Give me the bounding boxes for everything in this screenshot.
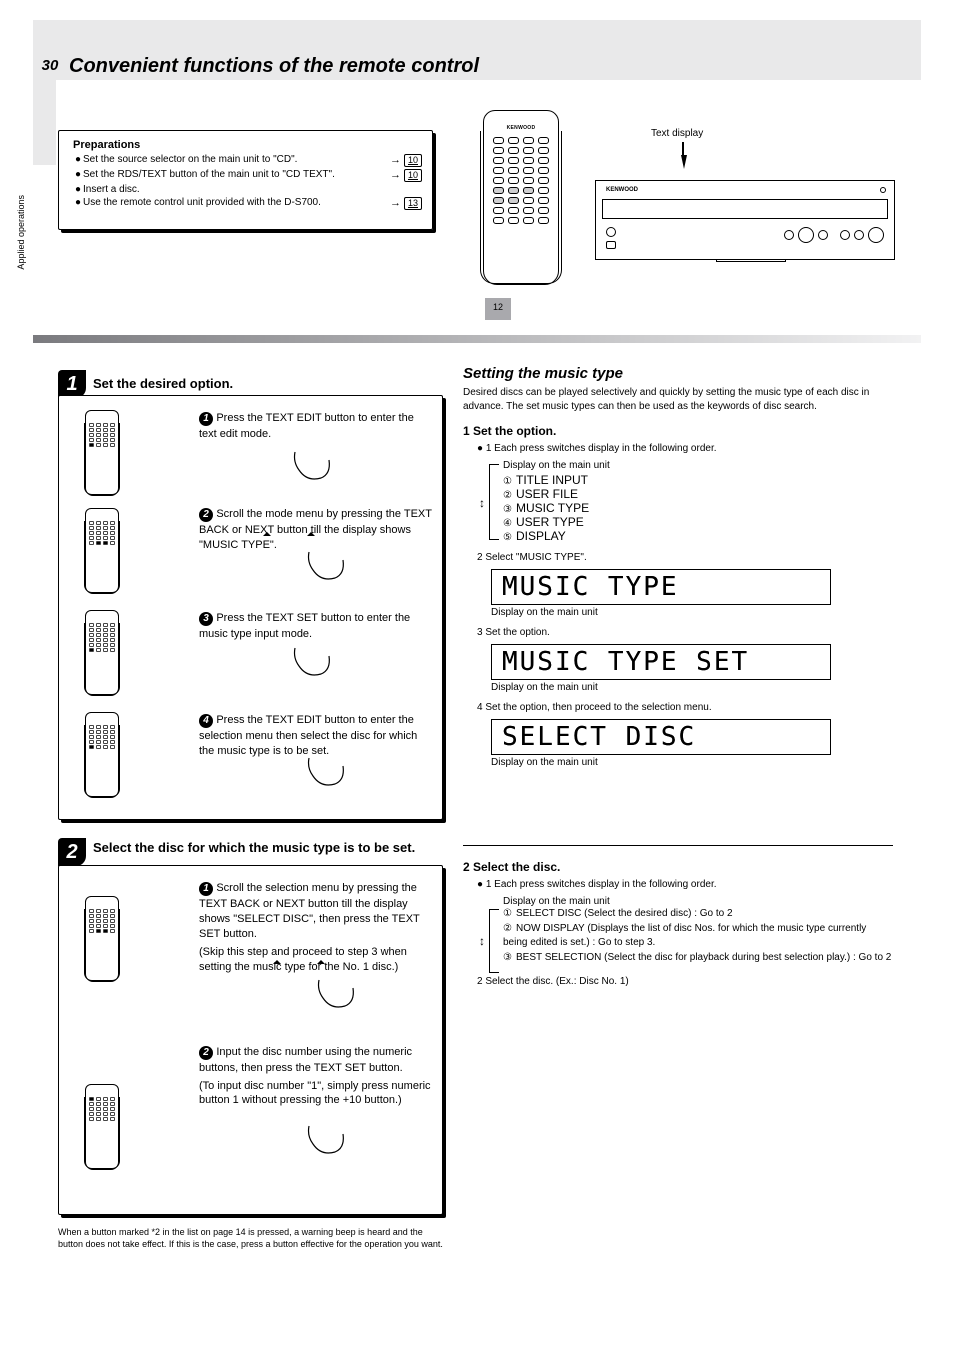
preparation-box: Preparations ●Set the source selector on…	[58, 130, 433, 230]
substep-note: (To input disc number "1", simply press …	[199, 1079, 432, 1108]
substep-text: Scroll the selection menu by pressing th…	[199, 882, 420, 940]
rc-sub: 3 Set the option.	[477, 626, 893, 640]
step-1-badge: 1	[58, 370, 86, 398]
section-heading: Setting the music type	[463, 365, 893, 382]
mainunit-brand-label: KENWOOD	[606, 187, 638, 193]
disc-tray	[716, 259, 786, 262]
rc-sub: 2 Select "MUSIC TYPE".	[477, 551, 893, 565]
menu-item: DISPLAY	[516, 529, 566, 543]
step-2-heading: Select the disc for which the music type…	[93, 840, 443, 856]
substep-number: 2	[199, 1046, 213, 1060]
page-number: 30	[33, 48, 67, 82]
rc-sub: 1 Each press switches display in the fol…	[486, 443, 717, 454]
substep-text: Input the disc number using the numeric …	[199, 1046, 412, 1074]
substep-number: 1	[199, 882, 213, 896]
substep-number: 1	[199, 412, 213, 426]
page-title: Convenient functions of the remote contr…	[69, 55, 479, 78]
selection-item: BEST SELECTION (Select the disc for play…	[516, 952, 891, 963]
menu-item: USER TYPE	[516, 515, 584, 529]
press-icon	[265, 432, 335, 492]
mainunit-display	[602, 199, 888, 219]
rc-sub: 4 Set the option, then proceed to the se…	[477, 701, 893, 715]
remote-highlight-number: 12	[485, 302, 511, 312]
mini-remote-icon	[85, 712, 119, 798]
rc-sub: 2 Select the disc. (Ex.: Disc No. 1)	[477, 975, 893, 989]
press-icon	[279, 1106, 349, 1166]
prep-item: Set the source selector on the main unit…	[83, 153, 390, 167]
mini-remote-icon	[85, 610, 119, 696]
callout-arrow-head	[681, 155, 687, 169]
rc-label: 1 Set the option.	[463, 424, 893, 438]
prep-item: Insert a disc.	[83, 183, 422, 197]
press-icon	[265, 628, 335, 688]
page-ref: 13	[404, 197, 422, 210]
menu-item: MUSIC TYPE	[516, 501, 589, 515]
preparation-title: Preparations	[73, 139, 422, 151]
step-2-badge: 2	[58, 838, 86, 866]
section-divider	[33, 335, 921, 343]
lcd-display: MUSIC TYPE	[491, 569, 831, 605]
mini-remote-icon	[85, 508, 119, 594]
right-column: Setting the music type Desired discs can…	[463, 365, 893, 776]
page-ref: 10	[404, 154, 422, 167]
prep-item: Use the remote control unit provided wit…	[83, 196, 390, 210]
menu-item: USER FILE	[516, 487, 578, 501]
remote-diagram: KENWOOD	[483, 110, 559, 285]
mini-remote-icon	[85, 1084, 119, 1170]
lcd-caption: Display on the main unit	[491, 682, 893, 693]
substep-number: 4	[199, 714, 213, 728]
section-intro: Desired discs can be played selectively …	[463, 386, 893, 414]
press-icon	[245, 530, 355, 594]
rc-sub: 1 Each press switches display in the fol…	[486, 879, 717, 890]
page-ref: 10	[404, 169, 422, 182]
side-tab-label: Applied operations	[16, 195, 26, 270]
rc-label: 2 Select the disc.	[463, 860, 893, 874]
step-1-heading: Set the desired option.	[93, 376, 233, 391]
main-unit-diagram: KENWOOD	[595, 180, 895, 260]
step-2-panel: 1 Scroll the selection menu by pressing …	[58, 865, 443, 1215]
lcd-caption: Display on the main unit	[491, 607, 893, 618]
lcd-display: MUSIC TYPE SET	[491, 644, 831, 680]
callout-arrow	[682, 142, 684, 156]
press-icon	[255, 958, 365, 1022]
remote-brand-label: KENWOOD	[484, 125, 558, 131]
press-icon	[279, 738, 349, 798]
substep-number: 3	[199, 612, 213, 626]
mainunit-caption: Text display	[651, 128, 703, 139]
selection-item: SELECT DISC (Select the desired disc) : …	[516, 908, 733, 919]
display-caption: Display on the main unit	[503, 460, 893, 471]
thin-divider	[463, 845, 893, 846]
footnote: When a button marked *2 in the list on p…	[58, 1226, 443, 1250]
lcd-display: SELECT DISC	[491, 719, 831, 755]
side-tab	[33, 80, 56, 165]
substep-number: 2	[199, 508, 213, 522]
menu-item: TITLE INPUT	[516, 473, 588, 487]
mini-remote-icon	[85, 410, 119, 496]
mini-remote-icon	[85, 896, 119, 982]
display-caption: Display on the main unit	[503, 896, 893, 907]
lcd-caption: Display on the main unit	[491, 757, 893, 768]
selection-item: NOW DISPLAY (Displays the list of disc N…	[503, 923, 866, 949]
prep-item: Set the RDS/TEXT button of the main unit…	[83, 168, 390, 182]
step-1-panel: 1 Press the TEXT EDIT button to enter th…	[58, 395, 443, 820]
